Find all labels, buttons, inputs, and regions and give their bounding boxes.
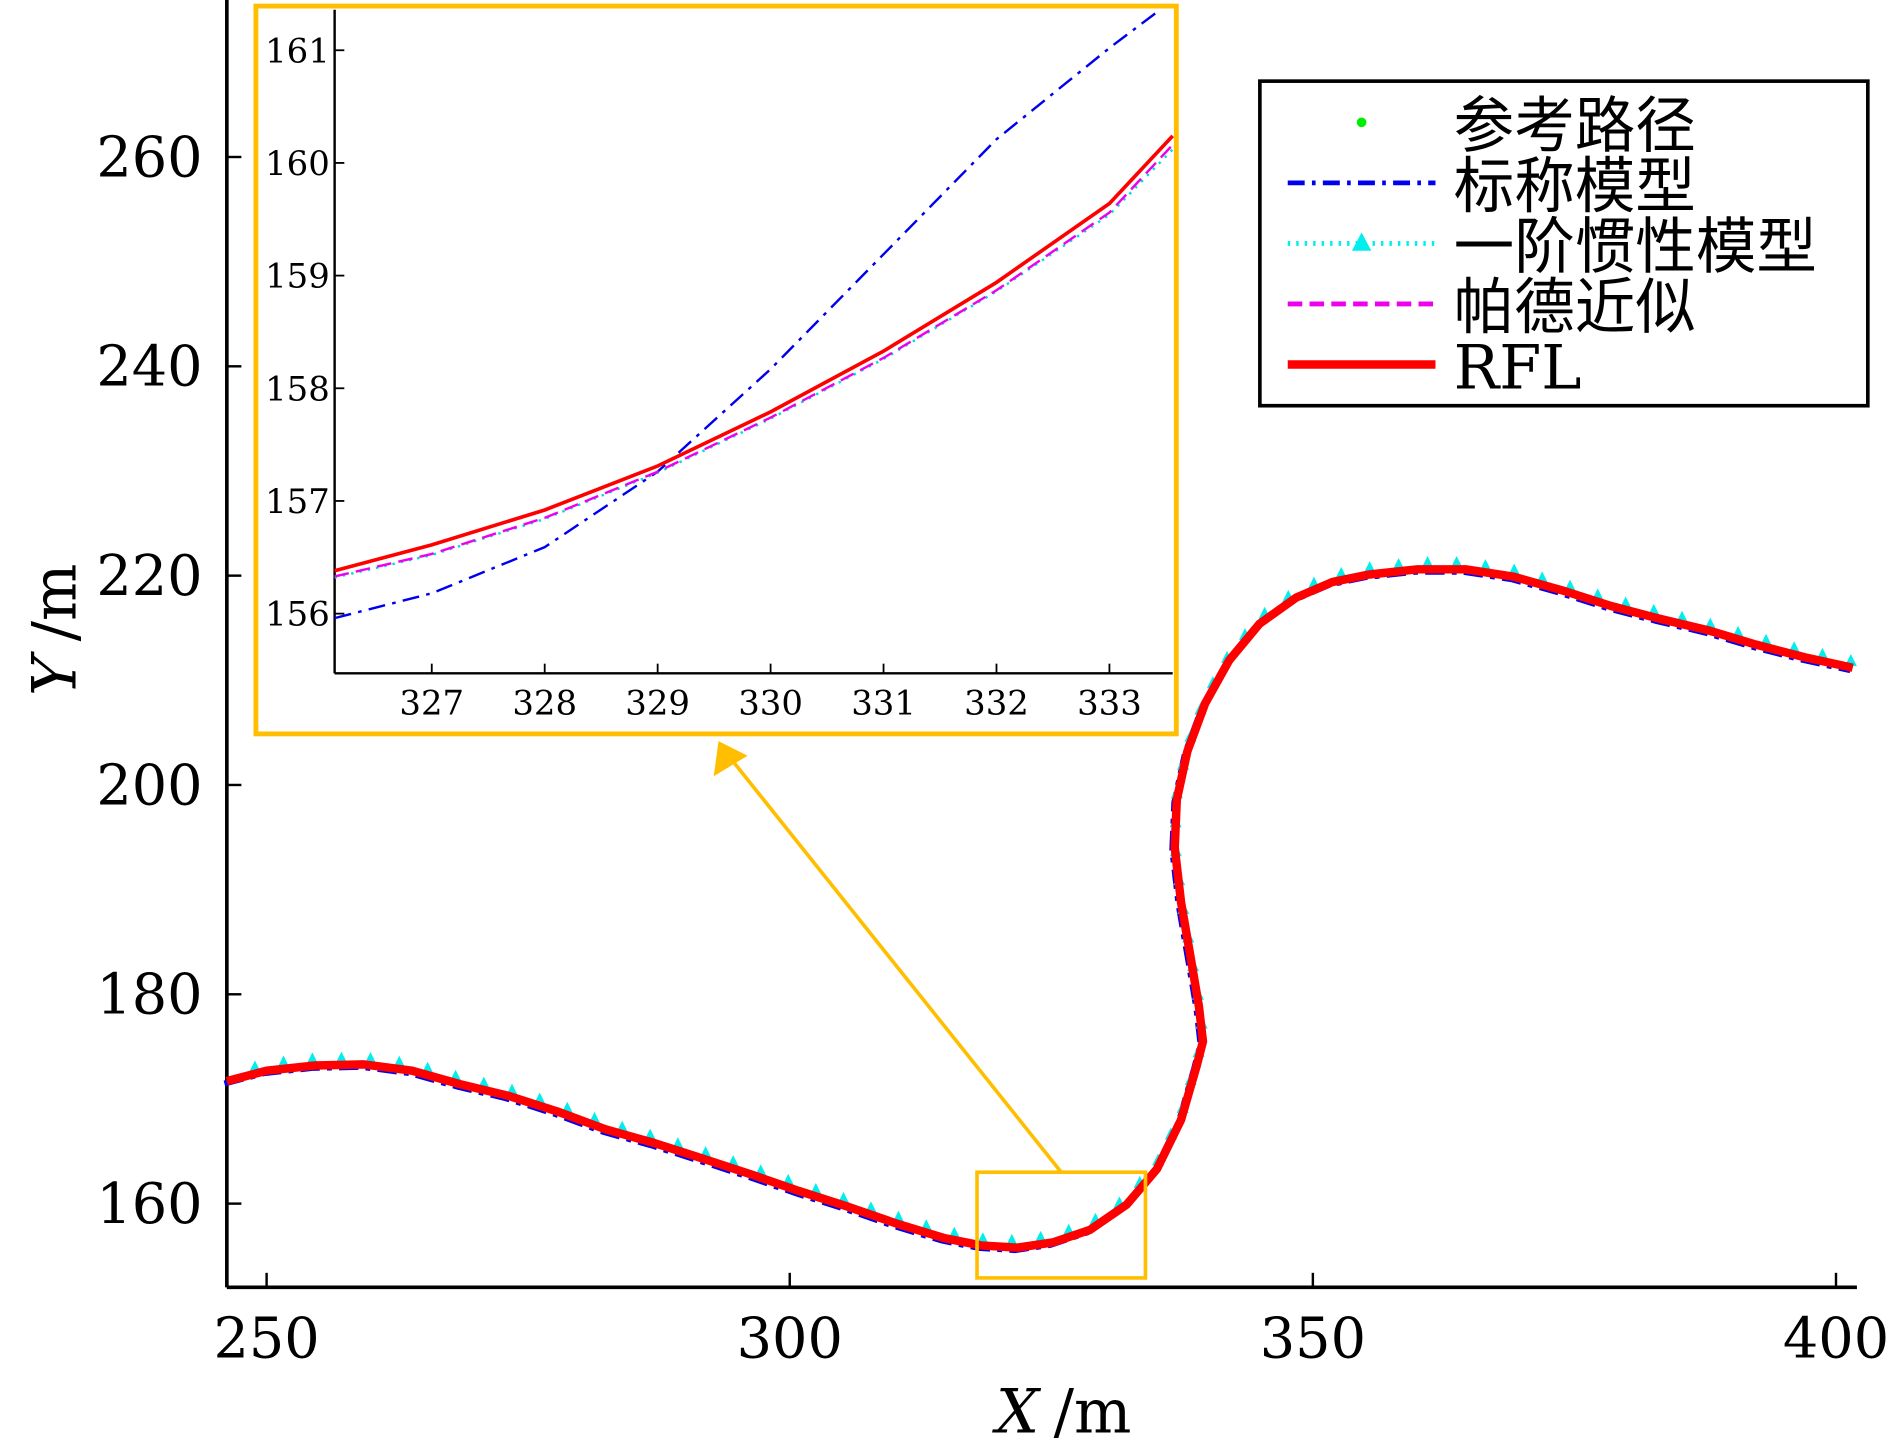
series-rfl: [225, 565, 1854, 1252]
x-axis-var: X: [992, 1378, 1042, 1446]
inset-y-tick-label: 157: [265, 482, 330, 521]
zoom-region-box: [975, 1170, 1148, 1280]
legend-item: RFL: [1287, 334, 1582, 404]
inset-plot: 327 328 329 330 331 332 333 156 157 158 159 160 161: [253, 3, 1179, 737]
legend-label: 参考路径: [1454, 92, 1696, 162]
legend-item: 一阶惯性模型: [1287, 213, 1817, 283]
zoom-arrow-head: [713, 741, 748, 777]
inset-frame: [253, 3, 1179, 737]
inset-series-dotted: [334, 148, 1174, 579]
y-tick-label: 160: [96, 1172, 202, 1237]
legend-item: 帕德近似: [1287, 273, 1696, 343]
y-tick-label: 220: [96, 544, 202, 609]
inset-series-dashdot: [334, 8, 1161, 620]
y-axis-unit: /m: [20, 564, 90, 642]
inset-x-tick-label: 330: [738, 684, 803, 723]
x-tick-label: 300: [737, 1307, 843, 1372]
x-axis-unit: /m: [1054, 1378, 1132, 1446]
inset-x-tick-label: 328: [512, 684, 577, 723]
inset-x-tick-label: 327: [399, 684, 464, 723]
zoom-arrow-line: [732, 761, 1063, 1174]
legend-triangle-icon: [1351, 232, 1372, 251]
y-tick-label: 260: [96, 125, 202, 190]
inset-x-tick-label: 329: [625, 684, 690, 723]
inset-series-solid: [334, 134, 1175, 573]
main-plot: 250 300 350 400 160 180 200 220 240 260: [96, 0, 1889, 1372]
legend-label: 帕德近似: [1454, 273, 1696, 343]
legend-label: RFL: [1454, 334, 1582, 404]
y-tick-label: 240: [96, 335, 202, 400]
legend-label: 标称模型: [1454, 152, 1696, 222]
inset-x-tick-label: 332: [964, 684, 1029, 723]
x-tick-label: 350: [1260, 1307, 1366, 1372]
inset-y-tick-label: 159: [265, 257, 330, 296]
legend-label: 一阶惯性模型: [1454, 213, 1817, 283]
inset-x-tick-label: 333: [1077, 684, 1142, 723]
inset-series-dashed: [334, 144, 1174, 578]
y-tick-label: 200: [96, 753, 202, 818]
inset-x-tick-label: 331: [851, 684, 916, 723]
y-axis-label: Y/m: [20, 564, 90, 696]
legend-dot-icon: [1356, 117, 1367, 128]
x-tick-label: 400: [1783, 1307, 1889, 1372]
legend-item: 参考路径: [1356, 92, 1696, 162]
inset-y-tick-label: 160: [265, 144, 330, 183]
legend-item: 标称模型: [1287, 152, 1696, 222]
y-axis-var: Y: [20, 651, 90, 696]
x-axis-label: X/m: [992, 1378, 1131, 1446]
x-tick-label: 250: [213, 1307, 319, 1372]
inset-y-tick-label: 158: [265, 369, 330, 408]
inset-y-tick-label: 156: [265, 595, 330, 634]
y-tick-label: 180: [96, 963, 202, 1028]
inset-y-tick-label: 161: [265, 31, 330, 70]
